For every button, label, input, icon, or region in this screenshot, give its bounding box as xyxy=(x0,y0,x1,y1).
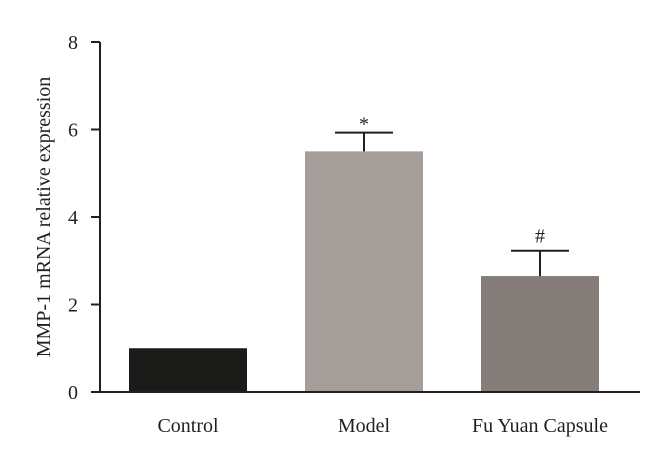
significance-mark-fu-yuan-capsule: # xyxy=(535,226,545,248)
y-tick-label-4: 4 xyxy=(68,207,78,229)
significance-mark-model: * xyxy=(359,114,369,136)
bars xyxy=(129,151,599,392)
bar-control xyxy=(129,348,247,392)
x-category-label-control: Control xyxy=(157,415,219,437)
y-tick-label-2: 2 xyxy=(68,295,78,317)
y-tick-label-6: 6 xyxy=(68,120,78,142)
x-axis-category-labels: Control Model Fu Yuan Capsule xyxy=(157,415,608,437)
y-tick-label-0: 0 xyxy=(68,382,78,404)
error-bar-model xyxy=(335,131,393,152)
error-bar-fu-yuan-capsule xyxy=(511,249,569,277)
x-category-label-model: Model xyxy=(338,415,391,437)
bar-model xyxy=(305,151,423,392)
y-axis-title: MMP-1 mRNA relative expression xyxy=(33,77,55,358)
bar-fu-yuan-capsule xyxy=(481,276,599,392)
significance-annotations: *# xyxy=(359,114,545,248)
error-bars xyxy=(335,131,569,277)
y-tick-label-8: 8 xyxy=(68,32,78,54)
x-category-label-fu-yuan-capsule: Fu Yuan Capsule xyxy=(472,415,608,437)
y-axis-ticks: 0 2 4 6 8 xyxy=(68,32,100,404)
